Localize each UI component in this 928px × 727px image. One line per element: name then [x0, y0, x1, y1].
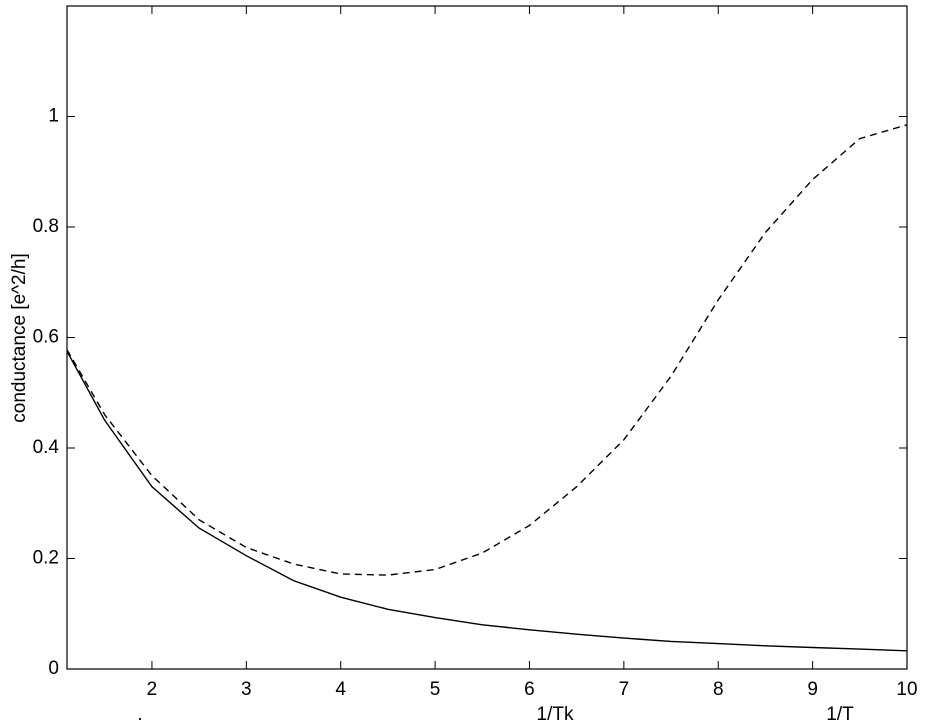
annotation: 1/Tk	[537, 704, 574, 725]
x-tick-label: 10	[896, 679, 917, 700]
x-tick-label: 6	[524, 679, 535, 700]
y-axis-label: conductance [e^2/h]	[9, 253, 30, 422]
y-tick-label: 0.4	[33, 437, 60, 458]
y-tick-label: 0.8	[33, 216, 59, 237]
plot-frame	[66, 5, 908, 670]
data-line	[66, 350, 908, 652]
x-tick-label: 2	[147, 679, 158, 700]
y-tick-label: 1	[48, 106, 59, 127]
y-tick-label: 0	[48, 658, 59, 679]
y-tick-label: 0.6	[33, 327, 59, 348]
x-tick-label: 9	[807, 679, 818, 700]
annotation: .	[137, 704, 142, 725]
y-tick-label: 0.2	[33, 548, 59, 569]
x-tick-label: 8	[713, 679, 724, 700]
annotation: 1/T	[826, 704, 854, 725]
data-line	[66, 124, 908, 576]
x-tick-label: 7	[619, 679, 630, 700]
x-tick-label: 4	[335, 679, 346, 700]
x-tick-label: 3	[241, 679, 252, 700]
x-tick-label: 5	[430, 679, 441, 700]
